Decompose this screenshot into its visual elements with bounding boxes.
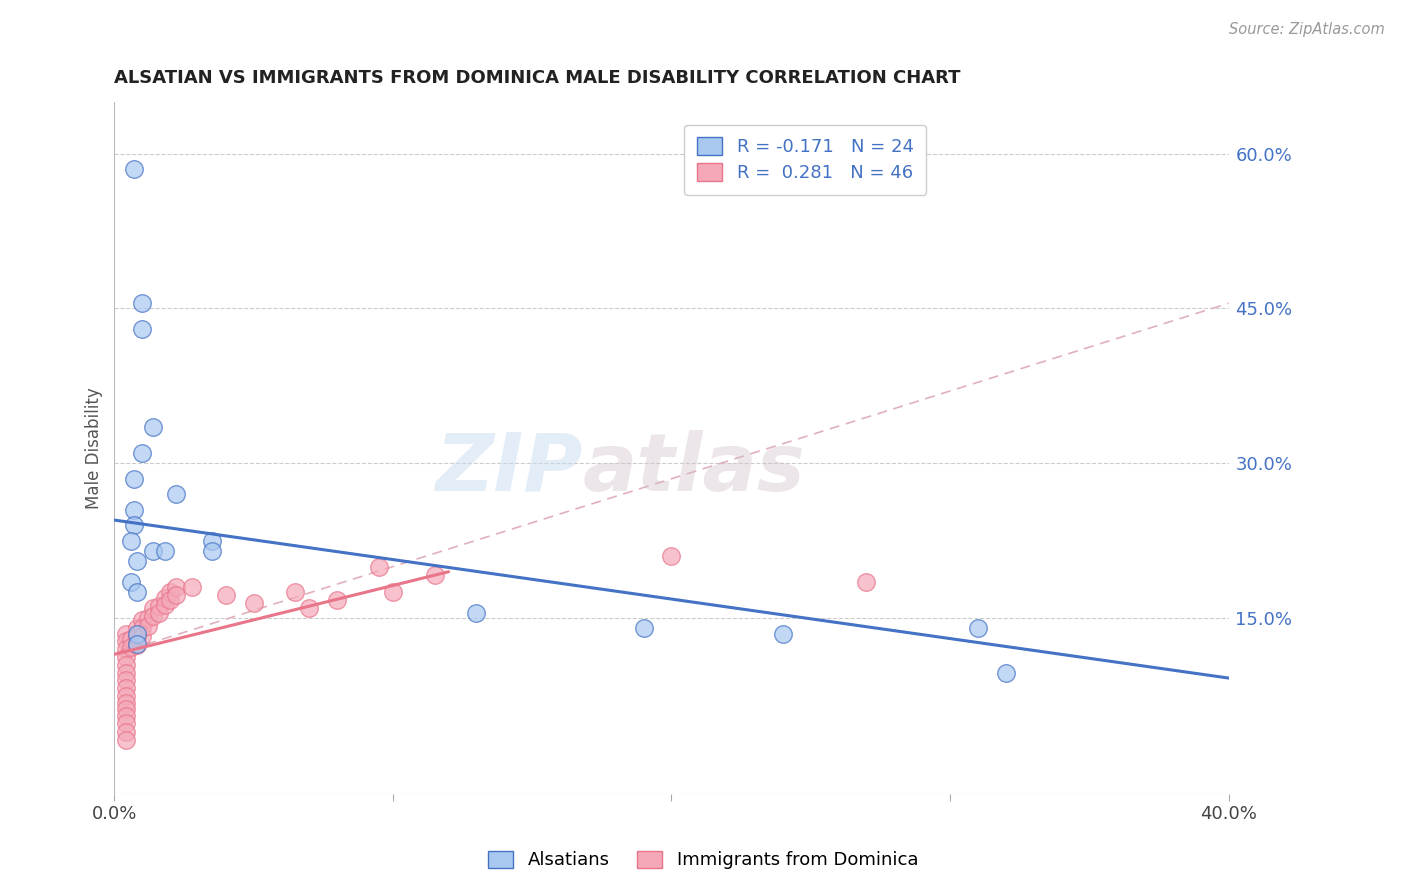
Point <box>122 162 145 177</box>
Point <box>326 592 349 607</box>
Point <box>284 585 307 599</box>
Point <box>148 606 170 620</box>
Point <box>423 567 446 582</box>
Point <box>125 630 148 644</box>
Point <box>114 681 136 696</box>
Point <box>120 632 142 646</box>
Point <box>114 724 136 739</box>
Y-axis label: Male Disability: Male Disability <box>86 387 103 508</box>
Point <box>142 420 165 434</box>
Point <box>120 575 142 590</box>
Point <box>136 619 159 633</box>
Point <box>131 622 153 636</box>
Point <box>120 533 142 548</box>
Point <box>201 544 224 558</box>
Point <box>142 600 165 615</box>
Point <box>142 544 165 558</box>
Legend: Alsatians, Immigrants from Dominica: Alsatians, Immigrants from Dominica <box>479 842 927 879</box>
Point <box>181 580 204 594</box>
Point <box>465 606 488 620</box>
Point <box>114 689 136 703</box>
Point <box>772 626 794 640</box>
Point <box>131 296 153 310</box>
Text: ALSATIAN VS IMMIGRANTS FROM DOMINICA MALE DISABILITY CORRELATION CHART: ALSATIAN VS IMMIGRANTS FROM DOMINICA MAL… <box>114 69 960 87</box>
Point <box>114 733 136 747</box>
Point <box>159 592 181 607</box>
Point <box>125 554 148 568</box>
Text: atlas: atlas <box>582 430 806 508</box>
Point <box>114 716 136 731</box>
Point <box>201 533 224 548</box>
Point <box>125 585 148 599</box>
Point <box>159 585 181 599</box>
Point <box>122 472 145 486</box>
Point <box>131 613 153 627</box>
Point <box>165 589 187 603</box>
Point <box>966 622 988 636</box>
Point <box>661 549 683 564</box>
Point <box>131 446 153 460</box>
Point <box>242 596 264 610</box>
Point <box>114 650 136 665</box>
Text: ZIP: ZIP <box>434 430 582 508</box>
Point <box>148 599 170 613</box>
Point <box>114 673 136 687</box>
Point <box>114 696 136 710</box>
Point <box>125 638 148 652</box>
Point <box>125 622 148 636</box>
Point <box>131 629 153 643</box>
Point <box>125 626 148 640</box>
Point <box>114 702 136 716</box>
Point <box>114 665 136 680</box>
Point <box>122 502 145 516</box>
Point <box>368 559 391 574</box>
Point <box>131 322 153 336</box>
Legend: R = -0.171   N = 24, R =  0.281   N = 46: R = -0.171 N = 24, R = 0.281 N = 46 <box>685 125 927 195</box>
Point <box>114 657 136 672</box>
Point <box>165 487 187 501</box>
Point <box>114 642 136 657</box>
Point <box>142 609 165 624</box>
Point <box>153 544 176 558</box>
Point <box>114 709 136 723</box>
Point <box>633 622 655 636</box>
Point <box>125 637 148 651</box>
Point <box>114 633 136 648</box>
Point <box>215 589 238 603</box>
Text: Source: ZipAtlas.com: Source: ZipAtlas.com <box>1229 22 1385 37</box>
Point <box>120 640 142 654</box>
Point <box>381 585 404 599</box>
Point <box>298 600 321 615</box>
Point <box>153 591 176 605</box>
Point <box>122 518 145 533</box>
Point <box>153 598 176 612</box>
Point <box>165 580 187 594</box>
Point <box>855 575 877 590</box>
Point <box>994 665 1017 680</box>
Point <box>114 626 136 640</box>
Point <box>136 611 159 625</box>
